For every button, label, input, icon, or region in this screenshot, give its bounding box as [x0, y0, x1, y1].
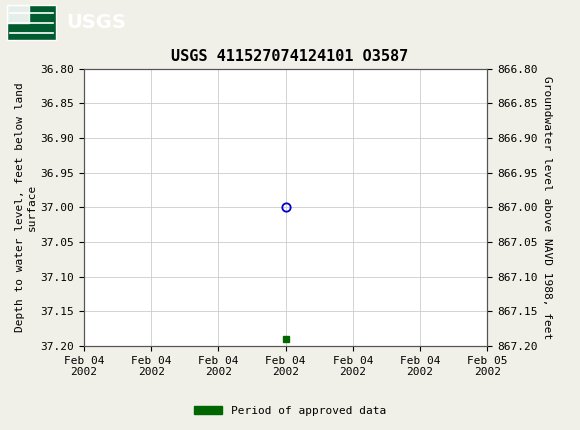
Y-axis label: Groundwater level above NAVD 1988, feet: Groundwater level above NAVD 1988, feet [542, 76, 552, 339]
Bar [7, 6, 56, 40]
Y-axis label: Depth to water level, feet below land
surface: Depth to water level, feet below land su… [15, 83, 37, 332]
Legend: Period of approved data: Period of approved data [190, 401, 390, 420]
Text: USGS: USGS [67, 13, 126, 32]
Text: USGS 411527074124101 O3587: USGS 411527074124101 O3587 [171, 49, 409, 64]
